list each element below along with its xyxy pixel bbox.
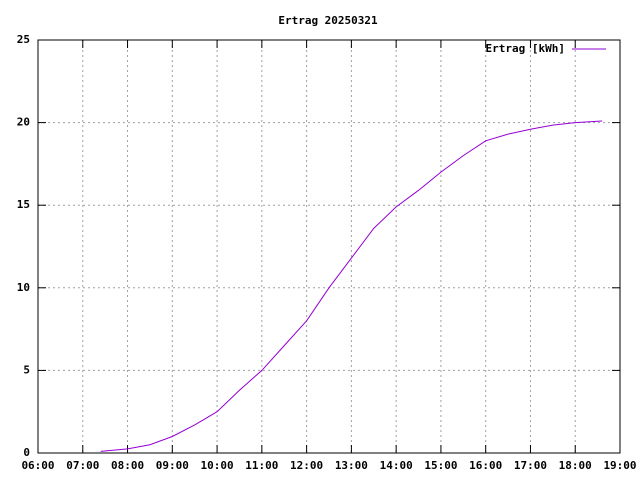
y-tick-label: 0 <box>23 446 30 459</box>
x-tick-label: 15:00 <box>424 459 457 472</box>
x-tick-label: 06:00 <box>21 459 54 472</box>
x-tick-label: 08:00 <box>111 459 144 472</box>
x-tick-label: 16:00 <box>469 459 502 472</box>
x-tick-label: 12:00 <box>290 459 323 472</box>
x-tick-label: 19:00 <box>603 459 636 472</box>
x-tick-label: 18:00 <box>559 459 592 472</box>
legend-label: Ertrag [kWh] <box>486 42 565 55</box>
y-tick-label: 10 <box>17 281 30 294</box>
plot-frame <box>37 39 621 454</box>
data-line <box>100 120 603 452</box>
x-tick-label: 14:00 <box>380 459 413 472</box>
x-tick-label: 10:00 <box>201 459 234 472</box>
y-tick-label: 25 <box>17 33 30 46</box>
x-tick-label: 13:00 <box>335 459 368 472</box>
x-tick-label: 09:00 <box>156 459 189 472</box>
x-tick-label: 17:00 <box>514 459 547 472</box>
y-tick-label: 15 <box>17 198 30 211</box>
chart-title: Ertrag 20250321 <box>278 14 378 27</box>
x-tick-label: 07:00 <box>66 459 99 472</box>
y-tick-label: 20 <box>17 116 30 129</box>
x-tick-label: 11:00 <box>245 459 278 472</box>
y-tick-label: 5 <box>23 363 30 376</box>
